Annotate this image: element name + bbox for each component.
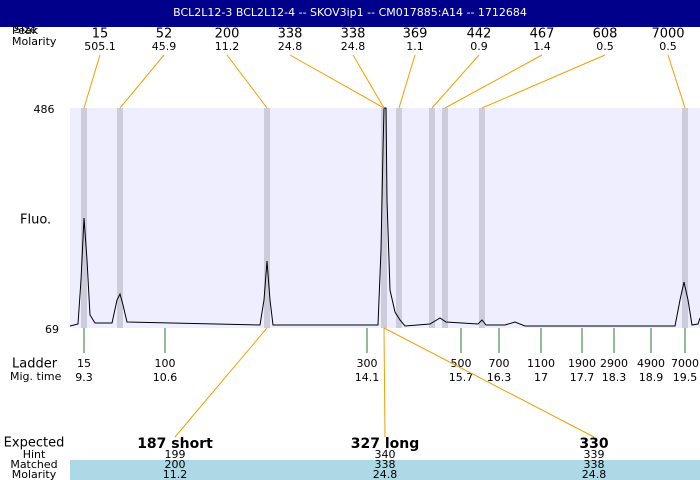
peak-band [442,108,448,328]
expected-connector [174,327,268,438]
matched-band [70,460,700,480]
ladder-size: 100 [155,357,176,370]
size-label: Size [14,23,37,36]
expected-hint: 339 [584,448,605,461]
ladder-time: 17.7 [570,371,595,384]
peak-connector [444,54,543,109]
y-min-label: 69 [45,323,59,336]
peak-molarity: 0.9 [470,40,488,53]
peak-connector [119,54,165,109]
ladder-time: 19.5 [673,371,698,384]
expected-matched: 338 [584,458,605,471]
peak-size: 442 [467,27,492,42]
peak-molarity: 1.1 [406,40,424,53]
hint-label: Hint [23,448,46,461]
ladder-time: 10.6 [153,371,178,384]
expected-matched: 200 [165,458,186,471]
peak-connector [667,54,686,109]
trace [69,107,700,327]
ladder-size: 500 [451,357,472,370]
ladder-time: 18.9 [639,371,664,384]
ladder-size: 15 [77,357,91,370]
ladder-size: 4900 [637,357,665,370]
molarity-label: Molarity [12,35,57,48]
expected-connector [383,327,595,438]
peak-band [682,108,688,328]
expected-molarity: 11.2 [163,468,188,480]
header-bar [0,0,700,27]
ladder-size: 700 [489,357,510,370]
ladder-time: 14.1 [355,371,380,384]
ladder-time: 17 [534,371,548,384]
peak-molarity: 24.8 [278,40,303,53]
peak-size: 7000 [651,27,684,42]
ladder-size: 7000 [671,357,699,370]
mig-time-label: Mig. time [10,370,62,383]
molarity-label: Molarity [12,468,57,480]
expected-connector [383,327,386,438]
peak-molarity: 11.2 [215,40,240,53]
peak-band [264,108,270,328]
peak-size: 52 [156,27,173,42]
peak-molarity: 0.5 [659,40,677,53]
peak-connector [226,54,268,109]
peak-connector [398,54,416,109]
header-title: BCL2L12-3 BCL2L12-4 -- SKOV3ip1 -- CM017… [173,6,527,19]
expected-name: 330 [579,436,608,452]
peak-band [429,108,435,328]
ladder-size: 2900 [600,357,628,370]
peak-size: 200 [215,27,240,42]
ladder-time: 9.3 [75,371,93,384]
peak-size: 15 [92,27,109,42]
peak-connector [431,54,480,109]
y-max-label: 486 [34,103,55,116]
expected-label: Expected [4,436,65,451]
peak-connector [83,54,101,109]
peak-size: 338 [278,27,303,42]
peak-band [396,108,402,328]
peak-band [381,108,387,328]
peak-molarity: 1.4 [533,40,551,53]
peak-molarity: 45.9 [152,40,177,53]
peak-size: 338 [341,27,366,42]
peak-connector [289,54,385,109]
ladder-time: 15.7 [449,371,474,384]
ladder-size: 1100 [527,357,555,370]
peak-molarity: 24.8 [341,40,366,53]
matched-label: Matched [10,458,57,471]
peak-size: 608 [593,27,618,42]
peak-band [117,108,123,328]
peak-molarity: 505.1 [84,40,116,53]
ladder-label: Ladder [12,357,58,372]
expected-name: 327 long [351,436,420,452]
ladder-time: 18.3 [602,371,627,384]
ladder-size: 300 [357,357,378,370]
peak-connector [481,54,606,109]
expected-name: 187 short [137,436,213,452]
peak-connector [352,54,385,109]
expected-hint: 340 [375,448,396,461]
peak-band [479,108,485,328]
peak-label: Peak [12,24,39,37]
ladder-size: 1900 [568,357,596,370]
y-axis-title: Fluo. [20,213,51,228]
expected-matched: 338 [375,458,396,471]
peak-molarity: 0.5 [596,40,614,53]
expected-molarity: 24.8 [373,468,398,480]
peak-size: 369 [403,27,428,42]
expected-hint: 199 [165,448,186,461]
ladder-time: 16.3 [487,371,512,384]
expected-molarity: 24.8 [582,468,607,480]
peak-size: 467 [530,27,555,42]
